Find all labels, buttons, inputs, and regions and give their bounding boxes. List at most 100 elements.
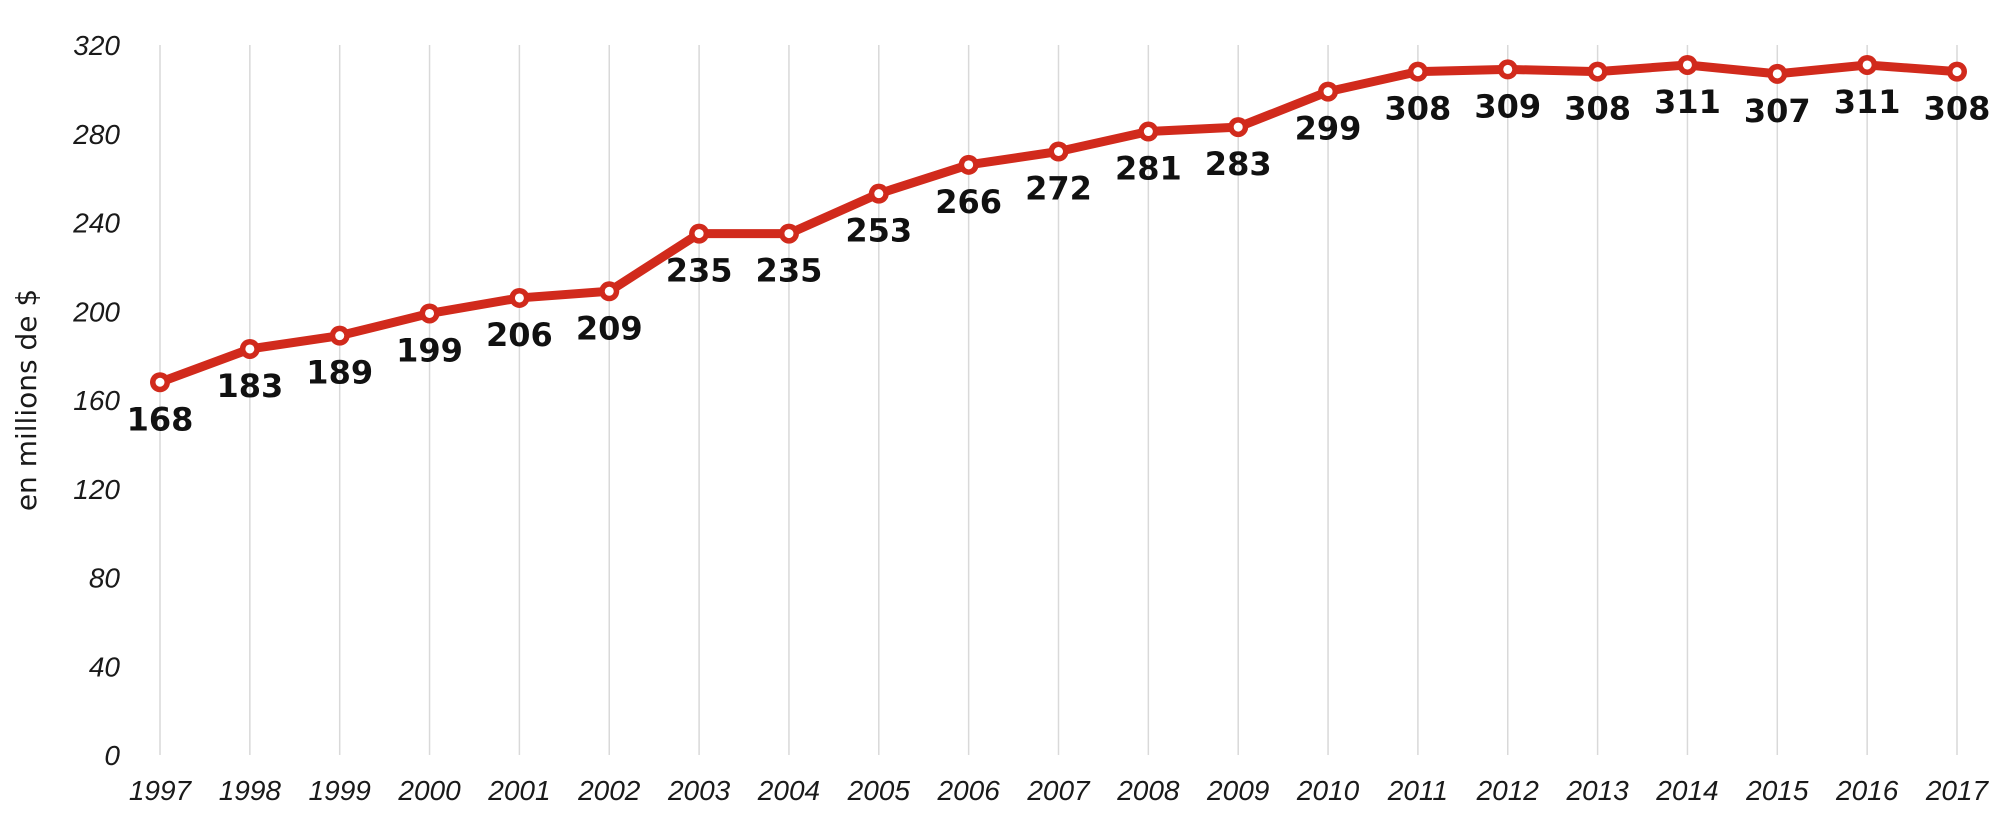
- data-label-2006: 266: [935, 183, 1002, 221]
- data-label-1997: 168: [127, 400, 194, 438]
- marker-inner: [1323, 87, 1333, 97]
- marker-inner: [514, 293, 524, 303]
- marker-inner: [1233, 122, 1243, 132]
- x-tick-2017: 2017: [1925, 775, 1990, 806]
- x-tick-2016: 2016: [1835, 775, 1899, 806]
- x-tick-1998: 1998: [219, 775, 282, 806]
- y-tick-0: 0: [104, 740, 120, 771]
- data-labels: 168 183 189 199 206 209 235 235 253 266 272 281 283 2…: [127, 83, 1991, 438]
- data-point-2002: [599, 281, 620, 302]
- data-point-2006: [958, 154, 979, 175]
- marker-inner: [335, 331, 345, 341]
- marker-inner: [874, 189, 884, 199]
- x-tick-2015: 2015: [1745, 775, 1809, 806]
- data-label-2012: 309: [1474, 87, 1541, 125]
- marker-inner: [1593, 67, 1603, 77]
- y-tick-120: 120: [73, 474, 120, 505]
- marker-inner: [1413, 67, 1423, 77]
- data-label-2009: 283: [1205, 145, 1272, 183]
- data-label-2003: 235: [666, 252, 733, 290]
- marker-inner: [155, 377, 165, 387]
- data-label-2005: 253: [845, 212, 912, 250]
- data-point-2001: [509, 287, 530, 308]
- marker-inner: [1862, 60, 1872, 70]
- data-point-2017: [1947, 61, 1967, 82]
- data-label-2002: 209: [576, 309, 643, 347]
- x-tick-2004: 2004: [757, 775, 820, 806]
- data-point-2015: [1767, 63, 1788, 84]
- y-tick-40: 40: [89, 651, 121, 682]
- y-tick-240: 240: [72, 208, 120, 239]
- x-tick-2009: 2009: [1206, 775, 1269, 806]
- data-label-2008: 281: [1115, 150, 1182, 188]
- x-tick-2010: 2010: [1296, 775, 1360, 806]
- data-label-2013: 308: [1564, 90, 1631, 128]
- marker-inner: [1503, 64, 1513, 74]
- marker-inner: [784, 229, 794, 239]
- data-point-2005: [868, 183, 889, 204]
- data-label-2015: 307: [1744, 92, 1811, 130]
- marker-inner: [694, 229, 704, 239]
- x-axis-ticks: 1997 1998 1999 2000 2001 2002 2003 2004 2005 2006…: [129, 775, 1990, 806]
- data-point-1997: [150, 372, 170, 393]
- data-label-2017: 308: [1924, 90, 1991, 128]
- marker-inner: [1682, 60, 1692, 70]
- data-point-2014: [1677, 54, 1698, 75]
- data-point-2009: [1228, 117, 1249, 138]
- data-label-2011: 308: [1385, 90, 1452, 128]
- data-point-2003: [689, 223, 710, 244]
- x-tick-2002: 2002: [577, 775, 641, 806]
- data-label-1998: 183: [216, 367, 283, 405]
- data-point-2012: [1497, 59, 1518, 80]
- data-point-1999: [329, 325, 350, 346]
- x-tick-2014: 2014: [1655, 775, 1718, 806]
- data-point-2008: [1138, 121, 1159, 142]
- y-tick-280: 280: [72, 119, 120, 150]
- x-tick-1997: 1997: [129, 775, 193, 806]
- data-point-2010: [1318, 81, 1339, 102]
- y-tick-320: 320: [73, 30, 120, 61]
- data-point-2000: [419, 303, 440, 324]
- data-point-2007: [1048, 141, 1069, 162]
- data-label-2010: 299: [1295, 110, 1362, 148]
- data-label-2016: 311: [1834, 83, 1901, 121]
- x-tick-2011: 2011: [1387, 775, 1448, 806]
- gridlines: [159, 45, 1958, 755]
- marker-inner: [425, 308, 435, 318]
- marker-inner: [964, 160, 974, 170]
- data-label-2007: 272: [1025, 170, 1092, 208]
- y-tick-80: 80: [89, 563, 121, 594]
- marker-inner: [245, 344, 255, 354]
- data-point-2004: [778, 223, 799, 244]
- marker-inner: [1143, 127, 1153, 137]
- x-tick-2013: 2013: [1565, 775, 1629, 806]
- data-label-2004: 235: [756, 252, 823, 290]
- data-label-2001: 206: [486, 316, 553, 354]
- x-tick-2006: 2006: [937, 775, 1001, 806]
- y-tick-160: 160: [73, 385, 120, 416]
- data-point-2013: [1587, 61, 1608, 82]
- data-point-2011: [1407, 61, 1428, 82]
- data-point-1998: [239, 338, 260, 359]
- data-point-2016: [1857, 54, 1878, 75]
- x-tick-2000: 2000: [397, 775, 461, 806]
- x-tick-2007: 2007: [1026, 775, 1091, 806]
- x-tick-2003: 2003: [667, 775, 731, 806]
- data-label-1999: 189: [306, 354, 373, 392]
- y-axis-ticks: 0 40 80 120 160 200 240 280 320: [72, 30, 120, 771]
- marker-inner: [1772, 69, 1782, 79]
- data-label-2014: 311: [1654, 83, 1721, 121]
- x-tick-2008: 2008: [1116, 775, 1180, 806]
- data-points: [150, 54, 1967, 393]
- y-axis-label: en millions de $: [10, 289, 43, 511]
- x-tick-2001: 2001: [487, 775, 550, 806]
- marker-inner: [604, 286, 614, 296]
- marker-inner: [1952, 67, 1962, 77]
- x-tick-2012: 2012: [1476, 775, 1540, 806]
- marker-inner: [1054, 147, 1063, 156]
- x-tick-2005: 2005: [847, 775, 911, 806]
- y-tick-200: 200: [72, 296, 120, 327]
- x-tick-1999: 1999: [309, 775, 371, 806]
